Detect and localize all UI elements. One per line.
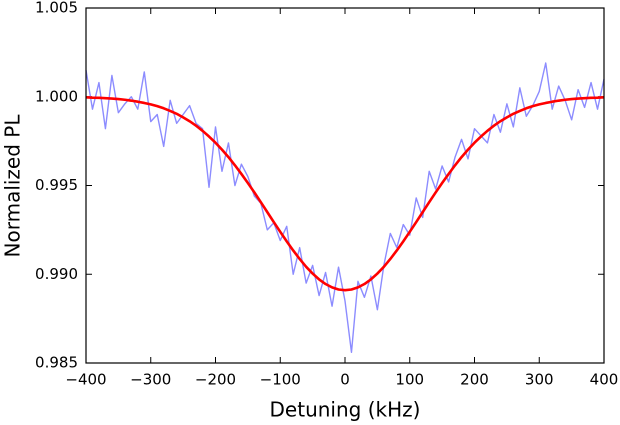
x-tick-label: −100 [260,371,301,389]
y-tick-label: 0.990 [35,265,78,283]
x-tick-label: 0 [340,371,350,389]
y-tick-label: 1.005 [35,0,78,17]
x-axis-label: Detuning (kHz) [270,398,421,422]
y-tick-label: 0.995 [35,176,78,194]
plot-frame [85,7,605,364]
y-tick-label: 0.985 [35,354,78,372]
x-tick-label: 400 [590,371,619,389]
x-tick-label: 100 [395,371,424,389]
data-line [85,95,605,292]
x-tick-label: −300 [130,371,171,389]
x-tick-label: 300 [525,371,554,389]
y-axis-label: Normalized PL [1,114,25,258]
x-tick-label: 200 [460,371,489,389]
y-tick-label: 1.000 [35,87,78,105]
x-tick-label: −200 [195,371,236,389]
x-tick-label: −400 [65,371,106,389]
data-line [85,62,605,354]
